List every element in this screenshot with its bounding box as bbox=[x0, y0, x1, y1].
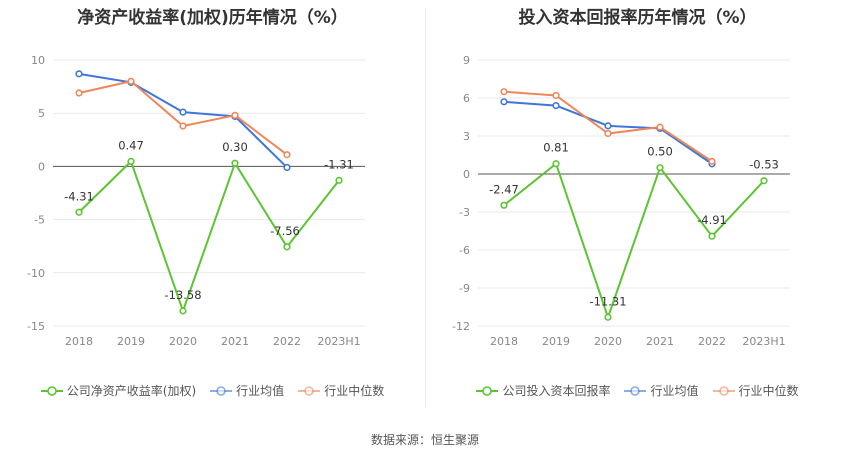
data-point-avg[interactable] bbox=[604, 122, 612, 130]
legend-marker-icon bbox=[624, 385, 647, 396]
data-point-median[interactable] bbox=[500, 88, 508, 96]
data-point-company[interactable] bbox=[127, 157, 135, 165]
data-point-company[interactable] bbox=[604, 313, 612, 321]
data-label: -2.47 bbox=[489, 182, 519, 196]
legend-item-company[interactable]: 公司净资产收益率(加权) bbox=[40, 382, 197, 399]
legend-item-median[interactable]: 行业中位数 bbox=[712, 382, 799, 399]
data-label: -7.56 bbox=[270, 224, 300, 238]
x-tick-label: 2023H1 bbox=[742, 335, 785, 348]
y-tick-label: 0 bbox=[38, 160, 45, 173]
x-tick-label: 2021 bbox=[646, 335, 674, 348]
data-label: -11.31 bbox=[589, 294, 626, 308]
y-tick-label: 9 bbox=[463, 54, 470, 67]
data-point-company[interactable] bbox=[335, 176, 343, 184]
data-label: -4.91 bbox=[697, 213, 727, 227]
y-tick-label: 6 bbox=[463, 92, 470, 105]
x-tick-label: 2019 bbox=[542, 335, 570, 348]
series-line-company bbox=[503, 162, 765, 319]
data-point-company[interactable] bbox=[760, 177, 768, 185]
roe-chart-panel: 净资产收益率(加权)历年情况（%） -15 -10 -5 0 5 10 2018 2019 20… bbox=[0, 0, 425, 420]
y-tick-label: 3 bbox=[463, 130, 470, 143]
roe-chart-plot: -15 -10 -5 0 5 10 2018 2019 2020 2021 2022 2023H1 -4… bbox=[27, 54, 365, 348]
legend-label: 公司净资产收益率(加权) bbox=[66, 384, 197, 398]
data-label: -13.58 bbox=[164, 288, 201, 302]
data-point-avg[interactable] bbox=[75, 70, 83, 78]
chart-legend: 公司净资产收益率(加权) 行业均值 行业中位数 bbox=[0, 382, 425, 399]
data-point-company[interactable] bbox=[552, 160, 560, 168]
data-point-company[interactable] bbox=[283, 243, 291, 251]
y-tick-label: -5 bbox=[34, 214, 45, 227]
data-label: 0.30 bbox=[222, 140, 248, 154]
data-label: -1.31 bbox=[324, 157, 354, 171]
data-source-note: 数据来源：恒生聚源 bbox=[370, 433, 479, 447]
data-point-avg[interactable] bbox=[283, 163, 291, 172]
data-label: -4.31 bbox=[64, 189, 94, 203]
legend-label: 行业中位数 bbox=[324, 384, 385, 398]
data-point-company[interactable] bbox=[179, 307, 187, 315]
y-tick-label: 5 bbox=[38, 107, 45, 120]
data-point-median[interactable] bbox=[75, 89, 83, 97]
y-tick-label: -6 bbox=[459, 244, 470, 257]
y-tick-label: -10 bbox=[27, 267, 45, 280]
series-line-median bbox=[78, 80, 288, 156]
x-tick-label: 2022 bbox=[273, 335, 301, 348]
data-point-median[interactable] bbox=[127, 77, 135, 85]
x-tick-label: 2020 bbox=[594, 335, 622, 348]
x-tick-label: 2018 bbox=[490, 335, 518, 348]
x-tick-label: 2019 bbox=[117, 335, 145, 348]
legend-marker-icon bbox=[210, 385, 233, 396]
roic-chart-panel: 投入资本回报率历年情况（%） -12 -9 -6 -3 0 3 6 9 2018 2019 2020… bbox=[425, 0, 850, 420]
legend-label: 行业均值 bbox=[650, 384, 699, 398]
data-point-median[interactable] bbox=[231, 111, 239, 119]
legend-marker-icon bbox=[712, 385, 735, 396]
y-tick-label: 10 bbox=[31, 54, 45, 67]
data-point-company[interactable] bbox=[708, 232, 716, 240]
roic-chart-plot: -12 -9 -6 -3 0 3 6 9 2018 2019 2020 2021 2022 2023H1 -… bbox=[452, 54, 790, 348]
data-point-median[interactable] bbox=[552, 91, 560, 100]
data-label: 0.50 bbox=[647, 145, 673, 159]
chart-legend: 公司投入资本回报率 行业均值 行业中位数 bbox=[425, 382, 850, 399]
chart-title: 净资产收益率(加权)历年情况（%） bbox=[77, 8, 348, 28]
legend-label: 行业中位数 bbox=[738, 384, 799, 398]
legend-label: 行业均值 bbox=[236, 384, 285, 398]
data-point-median[interactable] bbox=[179, 122, 187, 130]
data-point-company[interactable] bbox=[231, 159, 239, 167]
data-label: 0.81 bbox=[543, 141, 569, 155]
data-point-company[interactable] bbox=[656, 164, 664, 172]
data-point-avg[interactable] bbox=[179, 108, 187, 116]
data-point-company[interactable] bbox=[75, 208, 83, 216]
y-tick-label: -12 bbox=[452, 320, 470, 333]
panel-divider bbox=[425, 8, 426, 408]
x-tick-label: 2018 bbox=[65, 335, 93, 348]
x-tick-label: 2020 bbox=[169, 335, 197, 348]
legend-item-avg[interactable]: 行业均值 bbox=[210, 382, 284, 399]
data-point-median[interactable] bbox=[708, 157, 716, 165]
data-point-avg[interactable] bbox=[500, 98, 508, 106]
data-point-median[interactable] bbox=[283, 151, 291, 159]
legend-marker-icon bbox=[476, 385, 499, 396]
legend-item-median[interactable]: 行业中位数 bbox=[298, 382, 384, 399]
y-tick-label: -15 bbox=[27, 320, 45, 333]
series-line-avg bbox=[78, 72, 288, 169]
legend-item-avg[interactable]: 行业均值 bbox=[624, 382, 699, 399]
legend-item-company[interactable]: 公司投入资本回报率 bbox=[476, 382, 610, 399]
x-tick-label: 2021 bbox=[221, 335, 249, 348]
data-label: 0.47 bbox=[118, 138, 144, 152]
legend-label: 公司投入资本回报率 bbox=[502, 384, 611, 398]
legend-marker-icon bbox=[40, 385, 63, 396]
x-tick-label: 2022 bbox=[698, 335, 726, 348]
y-tick-label: -3 bbox=[459, 206, 470, 219]
x-tick-label: 2023H1 bbox=[317, 335, 360, 348]
data-point-company[interactable] bbox=[500, 201, 508, 209]
legend-marker-icon bbox=[298, 385, 321, 396]
chart-title: 投入资本回报率历年情况（%） bbox=[518, 8, 757, 28]
series-line-company bbox=[78, 160, 340, 312]
data-label: -0.53 bbox=[749, 158, 779, 172]
y-tick-label: -9 bbox=[459, 282, 470, 295]
data-point-avg[interactable] bbox=[552, 101, 560, 110]
data-point-median[interactable] bbox=[604, 129, 612, 138]
data-point-median[interactable] bbox=[656, 123, 664, 131]
y-tick-label: 0 bbox=[463, 168, 470, 181]
